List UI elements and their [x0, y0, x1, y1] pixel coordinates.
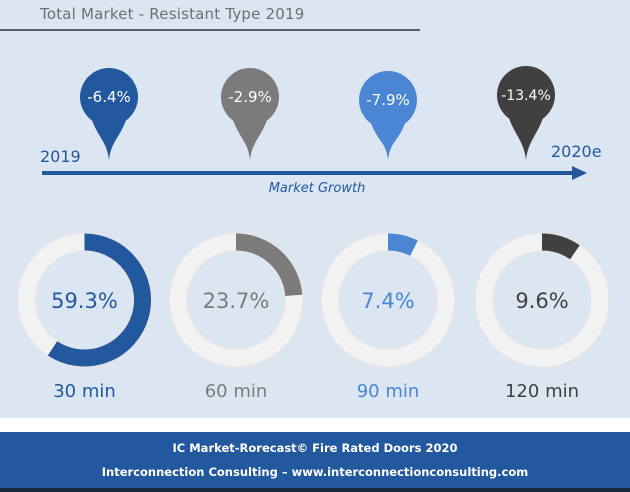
chart-area: -6.4% -2.9% -7.9% -13.4% 2019 2020e Market …: [17, 66, 610, 402]
map-pin-icon: [497, 66, 555, 160]
growth-pins: -6.4% -2.9% -7.9% -13.4%: [80, 66, 555, 160]
donut-slice: [47, 233, 151, 367]
timeline-start-label: 2019: [40, 147, 81, 166]
share-value-label: 7.4%: [361, 289, 414, 313]
timeline-end-label: 2020e: [551, 142, 602, 161]
timeline-axis-line: [42, 171, 572, 175]
share-value-label: 59.3%: [51, 289, 118, 313]
map-pin-icon: [359, 70, 417, 160]
growth-value-label: -13.4%: [501, 88, 551, 104]
growth-pin: -2.9%: [220, 68, 279, 160]
footer-company: Interconnection Consulting – www.interco…: [101, 465, 529, 479]
growth-value-label: -2.9%: [228, 88, 272, 106]
footer-banner: IC Market-Rorecast© Fire Rated Doors 202…: [0, 432, 630, 488]
timeline-axis-label: Market Growth: [269, 181, 366, 196]
growth-value-label: -6.4%: [87, 88, 131, 106]
category-label: 60 min: [205, 381, 268, 402]
map-pin-icon: [220, 68, 279, 160]
chart-title: Total Market - Resistant Type 2019: [40, 5, 305, 23]
share-value-label: 9.6%: [515, 289, 568, 313]
growth-value-label: -7.9%: [366, 91, 410, 109]
donut-slice: [541, 233, 580, 260]
timeline-arrow: [42, 166, 587, 180]
donut-90-min: 7.4% 90 min: [320, 232, 456, 402]
growth-pin: -6.4%: [80, 68, 139, 160]
arrow-head-icon: [572, 166, 587, 180]
donut-slice: [387, 233, 418, 256]
category-label: 90 min: [357, 381, 420, 402]
share-donuts: 59.3% 30 min 23.7% 60 min 7.4% 90 min 9.6% 120 …: [17, 232, 610, 402]
growth-pin: -7.9%: [359, 70, 417, 160]
footer-edge: [0, 488, 630, 492]
donut-60-min: 23.7% 60 min: [168, 232, 304, 402]
donut-120-min: 9.6% 120 min: [474, 232, 610, 402]
donut-slice: [235, 233, 303, 297]
category-label: 30 min: [53, 381, 116, 402]
footer-source: IC Market-Rorecast© Fire Rated Doors 202…: [172, 441, 458, 455]
category-label: 120 min: [505, 381, 579, 402]
growth-pin: -13.4%: [497, 66, 555, 160]
donut-30-min: 59.3% 30 min: [17, 232, 152, 402]
title-underline: [0, 29, 420, 31]
map-pin-icon: [80, 68, 139, 160]
share-value-label: 23.7%: [203, 289, 270, 313]
